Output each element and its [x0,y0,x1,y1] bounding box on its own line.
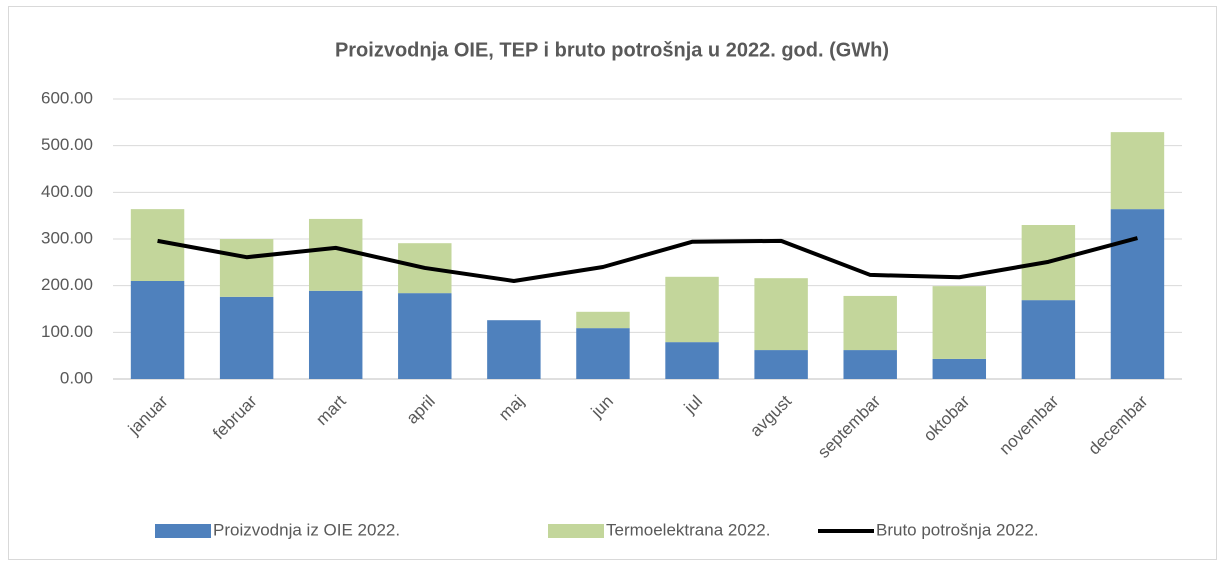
legend-label: Termoelektrana 2022. [606,520,770,539]
bar [487,320,541,379]
y-tick-label: 300.00 [41,228,93,247]
line [157,236,1138,283]
bar [576,311,630,329]
chart-title: Proizvodnja OIE, TEP i bruto potrošnja u… [335,39,889,61]
bar [665,276,719,343]
bar [754,350,808,379]
y-tick-label: 600.00 [41,88,93,107]
bar [1110,209,1165,379]
bar [398,293,452,379]
bar [130,281,185,379]
bar [219,296,274,379]
bar [843,350,897,379]
legend-swatch [548,524,604,538]
bar [932,286,987,359]
y-tick-label: 0.00 [60,368,93,387]
y-tick-label: 400.00 [41,182,93,201]
y-tick-label: 200.00 [41,275,93,294]
bar [308,290,363,379]
bar [576,328,630,379]
bar [308,218,363,291]
bar [932,358,987,379]
bar [754,278,808,351]
y-tick-label: 500.00 [41,135,93,154]
bar [665,342,719,379]
bar [843,295,897,351]
legend-swatch [155,524,211,538]
y-tick-label: 100.00 [41,322,93,341]
legend-label: Bruto potrošnja 2022. [876,520,1039,539]
legend-label: Proizvodnja iz OIE 2022. [213,520,400,539]
bar [1110,132,1165,210]
bar [219,239,274,297]
bar [1021,300,1076,379]
